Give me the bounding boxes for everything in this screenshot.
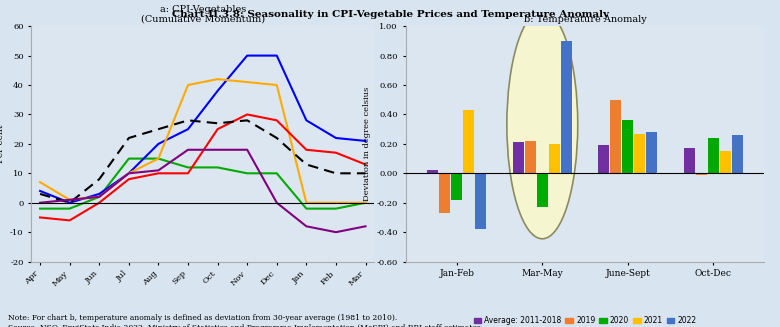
Bar [622, 120, 633, 173]
Bar [475, 173, 486, 229]
Y-axis label: Deviation in degree celsius: Deviation in degree celsius [363, 87, 371, 201]
Bar [707, 138, 718, 173]
Text: Note: For chart b, temperature anomaly is defined as deviation from 30-year aver: Note: For chart b, temperature anomaly i… [8, 314, 397, 322]
Title: b: Temperature Anomaly: b: Temperature Anomaly [523, 15, 647, 24]
Bar [696, 173, 707, 175]
Legend: Average: 2011-2018, 2019, 2020, 2021, 2022: Average: 2011-2018, 2019, 2020, 2021, 20… [470, 313, 700, 327]
Title: a: CPI-Vegetables
(Cumulative Momentum): a: CPI-Vegetables (Cumulative Momentum) [140, 5, 265, 24]
Bar [646, 132, 657, 173]
Bar [452, 173, 463, 200]
Bar [561, 41, 572, 173]
Bar [525, 141, 536, 173]
Bar [463, 110, 474, 173]
Bar [732, 135, 743, 173]
Bar [513, 143, 524, 173]
Bar [610, 100, 621, 173]
Y-axis label: Per cent: Per cent [0, 125, 5, 163]
Bar [720, 151, 731, 173]
Bar [439, 173, 450, 213]
Text: Chart II.3.8: Seasonality in CPI-Vegetable Prices and Temperature Anomaly: Chart II.3.8: Seasonality in CPI-Vegetab… [172, 10, 608, 19]
Text: Source: NSO, EnviStats India 2022, Ministry of Statistics and Programme Implemen: Source: NSO, EnviStats India 2022, Minis… [8, 324, 483, 327]
Bar [537, 173, 548, 207]
Bar [598, 145, 609, 173]
Bar [427, 170, 438, 173]
Bar [549, 144, 560, 173]
Ellipse shape [507, 11, 578, 239]
Bar [684, 148, 695, 173]
Bar [634, 133, 645, 173]
